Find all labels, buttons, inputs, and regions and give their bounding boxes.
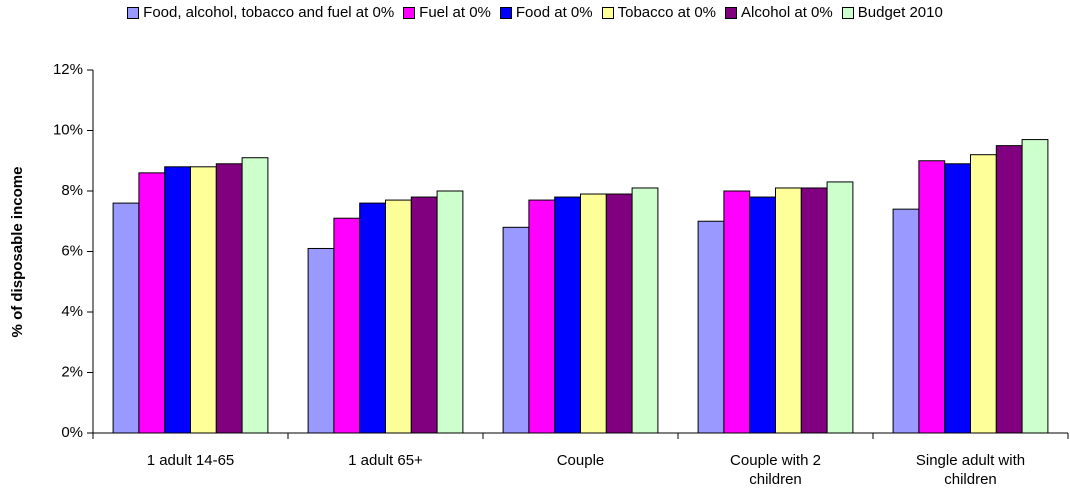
- x-tick-label: 1 adult 14-65: [146, 452, 235, 469]
- bar: [307, 247, 335, 434]
- bar: [1021, 139, 1049, 434]
- bar: [775, 187, 802, 434]
- legend-label: Food at 0%: [515, 4, 593, 21]
- x-tick-label: Couple: [556, 452, 605, 469]
- bar: [359, 202, 387, 434]
- legend-item: Fuel at 0%: [403, 4, 491, 21]
- x-tick-label-box: Couple with 2 children: [730, 452, 821, 488]
- legend-swatch: [127, 6, 140, 19]
- y-axis-label: % of disposable income: [9, 167, 26, 338]
- bar: [918, 160, 946, 434]
- bar: [826, 181, 854, 434]
- x-tick-label: Couple with 2 children: [730, 452, 821, 488]
- bar: [944, 163, 972, 434]
- bar: [138, 172, 166, 434]
- x-tick-label-box: Couple: [556, 452, 605, 469]
- y-tick-label: 4%: [61, 303, 83, 320]
- bar: [970, 154, 997, 434]
- legend-label: Fuel at 0%: [419, 4, 491, 21]
- legend-swatch: [725, 6, 738, 19]
- bar: [190, 166, 217, 434]
- legend-item: Food, alcohol, tobacco and fuel at 0%: [127, 4, 394, 21]
- legend-swatch: [403, 6, 416, 19]
- x-tick-label-box: 1 adult 65+: [348, 452, 423, 469]
- bar: [749, 196, 777, 434]
- legend-swatch: [841, 6, 854, 19]
- bar: [995, 145, 1023, 434]
- bar: [385, 199, 412, 434]
- legend-item: Alcohol at 0%: [725, 4, 833, 21]
- x-tick-label: Single adult with children: [915, 452, 1026, 488]
- legend-label: Food, alcohol, tobacco and fuel at 0%: [143, 4, 395, 21]
- y-tick-label: 8%: [61, 182, 83, 199]
- x-tick-label: 1 adult 65+: [348, 452, 423, 469]
- bar: [436, 190, 464, 434]
- bar: [410, 196, 438, 434]
- x-tick-label-box: 1 adult 14-65: [146, 452, 235, 469]
- bar: [554, 196, 582, 434]
- bar: [502, 226, 530, 434]
- bar: [800, 187, 828, 434]
- y-tick-label: 0%: [61, 424, 83, 441]
- x-tick-label-box: Single adult with children: [915, 452, 1026, 488]
- y-tick-label: 6%: [61, 242, 83, 259]
- bar: [528, 199, 556, 434]
- y-tick-label: 12%: [53, 61, 83, 78]
- legend-swatch: [499, 6, 512, 19]
- bar: [892, 208, 920, 434]
- bar: [605, 193, 633, 434]
- bar: [333, 217, 361, 434]
- bar: [631, 187, 659, 434]
- legend-item: Tobacco at 0%: [601, 4, 717, 21]
- bar: [215, 163, 243, 434]
- legend-label: Alcohol at 0%: [741, 4, 833, 21]
- y-tick-label: 10%: [53, 121, 83, 138]
- legend: Food, alcohol, tobacco and fuel at 0% Fue…: [0, 4, 1070, 21]
- legend-label: Budget 2010: [857, 4, 943, 21]
- bar: [241, 157, 269, 434]
- y-tick-label: 2%: [61, 363, 83, 380]
- legend-item: Budget 2010: [841, 4, 943, 21]
- bar: [164, 166, 191, 434]
- legend-label: Tobacco at 0%: [617, 4, 717, 21]
- bar: [723, 190, 751, 434]
- bar: [112, 202, 140, 434]
- bar: [697, 220, 725, 434]
- legend-swatch: [601, 6, 614, 19]
- bar: [580, 193, 607, 434]
- legend-item: Food at 0%: [499, 4, 593, 21]
